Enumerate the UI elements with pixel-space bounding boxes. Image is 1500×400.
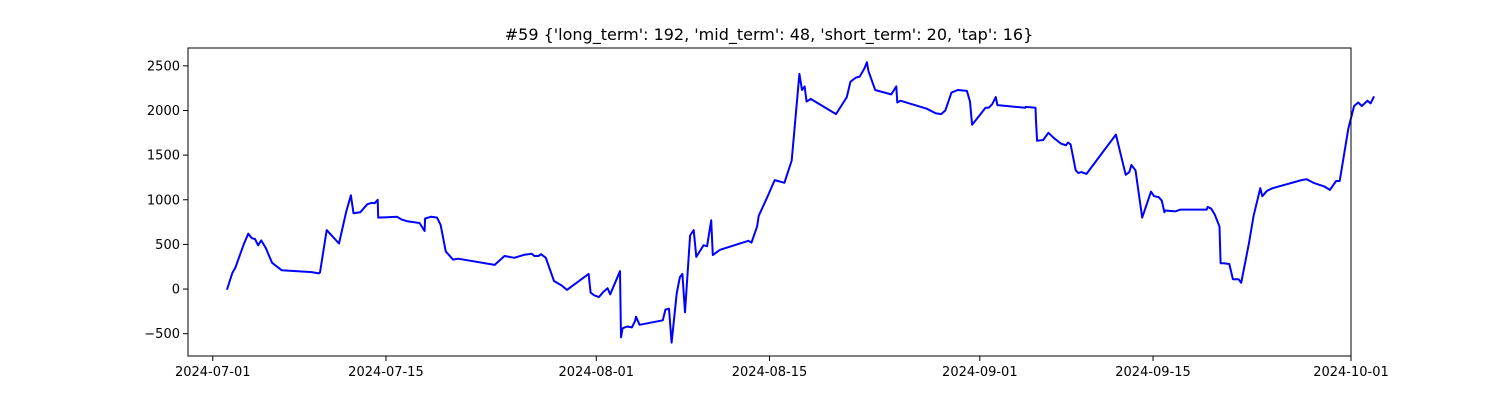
x-tick-label: 2024-07-15: [348, 365, 424, 380]
y-tick-label: 1500: [147, 149, 180, 164]
y-tick-label: 1000: [147, 193, 180, 208]
x-tick-label: 2024-08-15: [732, 365, 808, 380]
x-tick-label: 2024-09-15: [1115, 365, 1191, 380]
axes-frame: [187, 47, 1352, 357]
y-tick-label: 2000: [147, 104, 180, 119]
plot-area: [187, 47, 1375, 357]
series-layer: [226, 61, 1375, 344]
x-tick-label: 2024-08-01: [559, 365, 635, 380]
y-tick-label: 2500: [147, 59, 180, 74]
y-tick-label: 500: [155, 238, 180, 253]
series-line: [226, 61, 1375, 344]
y-tick-label: 0: [172, 283, 180, 298]
chart-title: #59 {'long_term': 192, 'mid_term': 48, '…: [505, 25, 1034, 45]
x-tick-label: 2024-10-01: [1313, 365, 1389, 380]
x-axis: 2024-07-01 2024-07-15 2024-08-01 2024-08-15…: [175, 356, 1389, 380]
x-tick-label: 2024-07-01: [175, 365, 251, 380]
y-tick-label: −500: [144, 327, 180, 342]
y-axis: −500 0 500 1000 1500 2000 2500: [144, 59, 188, 342]
x-tick-label: 2024-09-01: [942, 365, 1018, 380]
